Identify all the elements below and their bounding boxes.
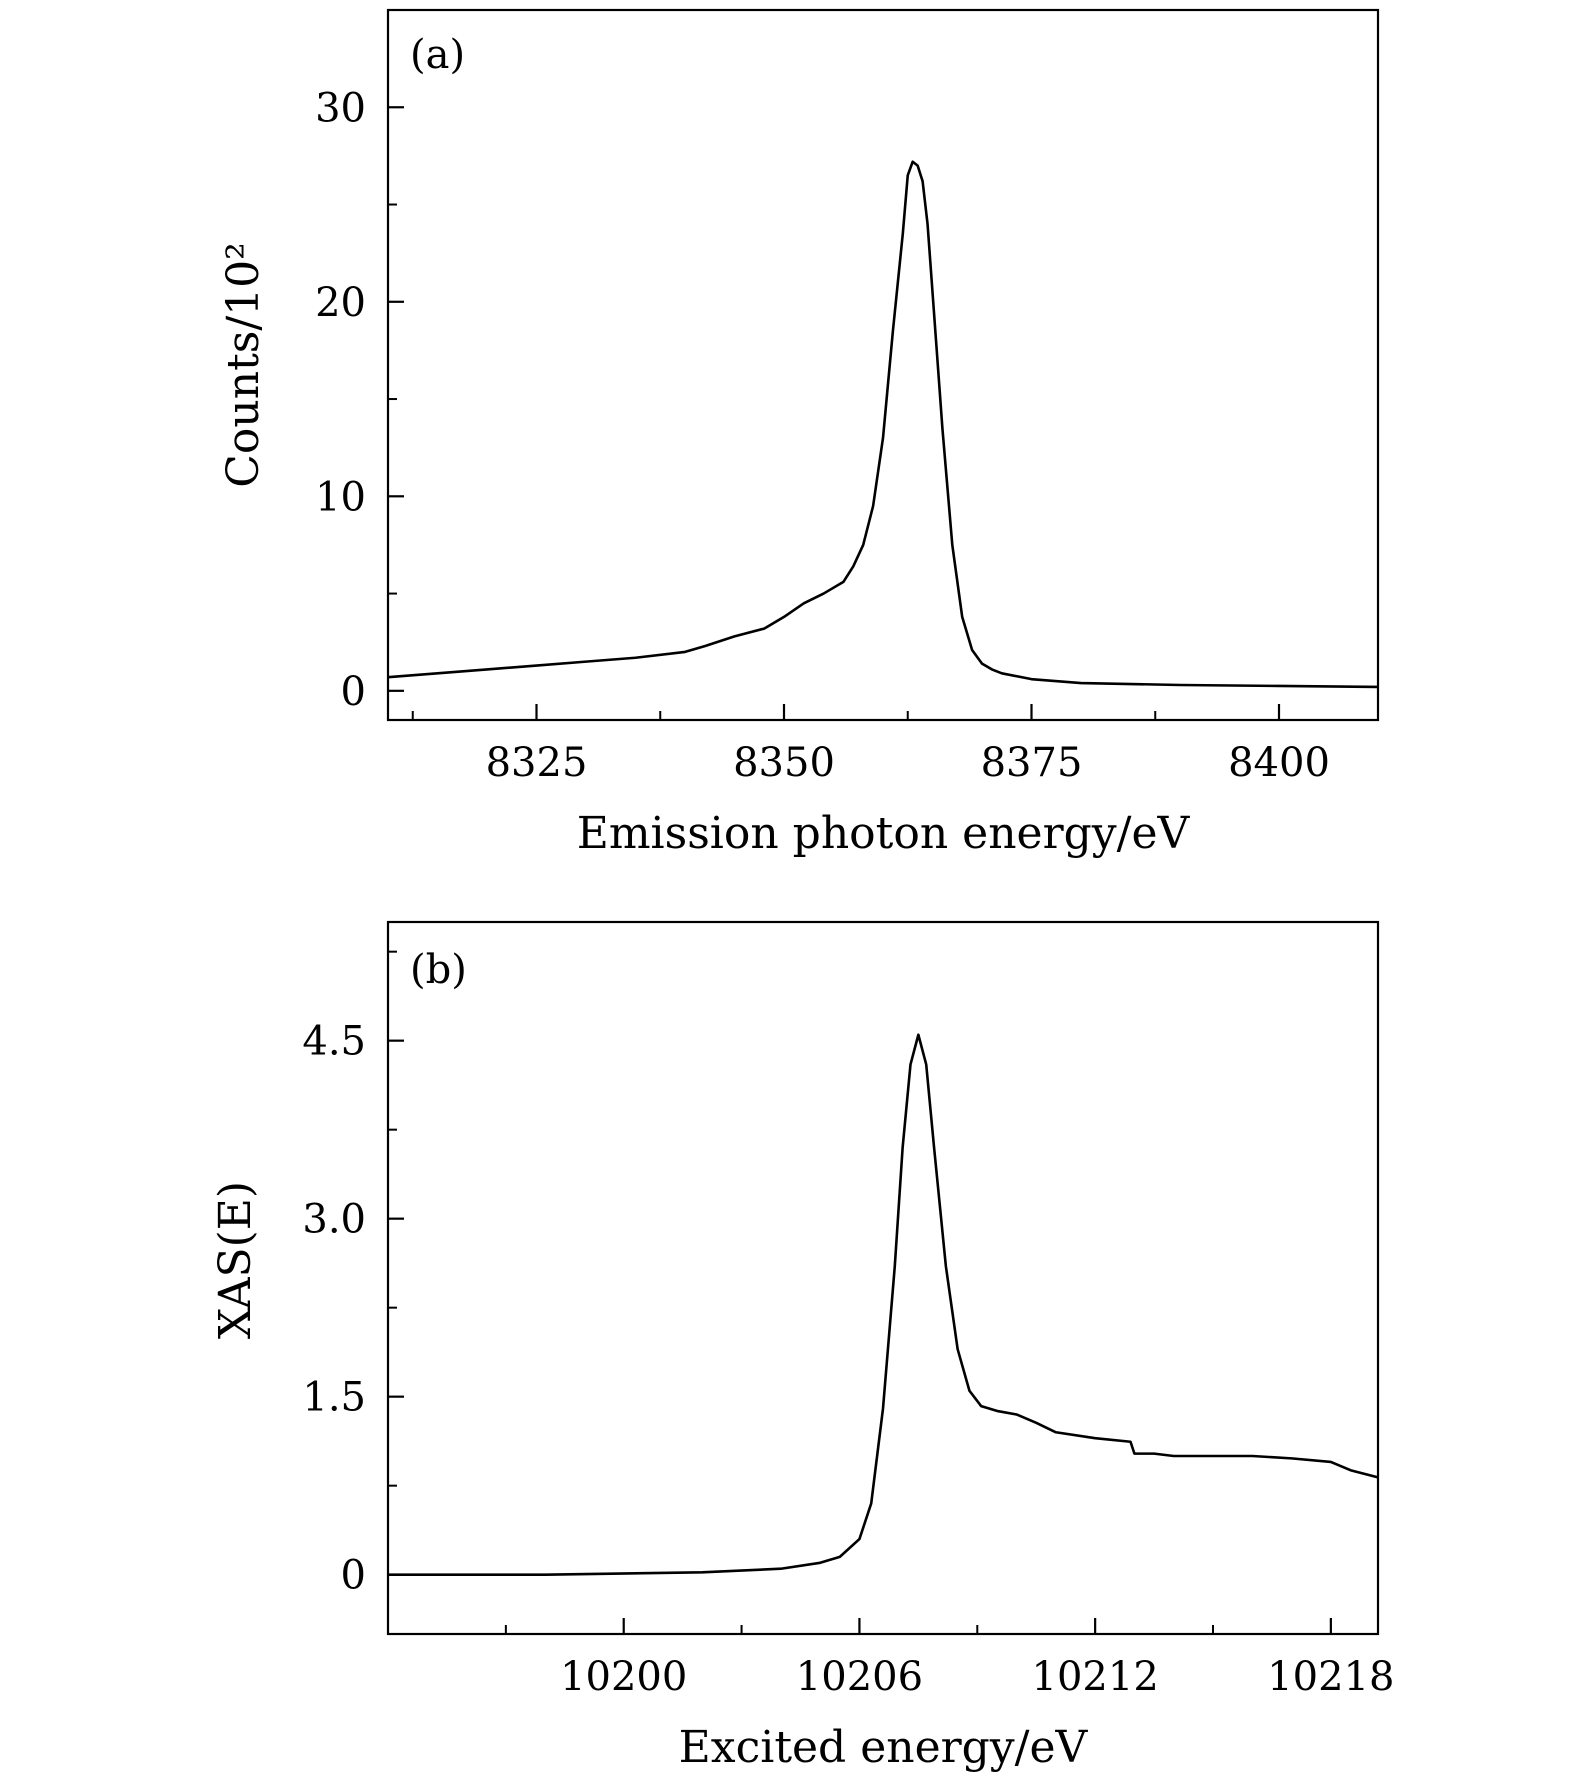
x-tick-label: 8375 <box>981 740 1083 786</box>
panel-b-ticks <box>387 950 1332 1634</box>
x-tick-label: 10200 <box>560 1654 687 1700</box>
y-tick-label: 0 <box>341 669 366 715</box>
y-tick-label: 3.0 <box>302 1197 366 1243</box>
x-tick-label: 10206 <box>796 1654 923 1700</box>
panel-a-series-line <box>387 160 1379 689</box>
panel-a-y-axis-title: Counts/10² <box>218 242 269 488</box>
y-tick-label: 0 <box>341 1553 366 1599</box>
panel-b-x-axis-title: Excited energy/eV <box>679 1722 1089 1772</box>
panel-a-chart: (a) 8325 8350 8375 8400 0 10 20 30 Emission pho… <box>218 8 1380 859</box>
panel-a-tick-labels: 8325 8350 8375 8400 0 10 20 30 <box>315 85 1330 786</box>
x-tick-label: 8325 <box>486 740 588 786</box>
panel-b-tick-labels: 10200 10206 10212 10218 0 1.5 3.0 4.5 <box>302 1019 1394 1700</box>
panel-a-frame <box>386 8 1380 722</box>
y-tick-label: 1.5 <box>302 1375 366 1421</box>
panel-a-label: (a) <box>410 32 465 78</box>
panel-b-chart: (b) 10200 10206 10212 10218 0 1.5 3.0 4.5 Excit… <box>210 920 1394 1772</box>
x-tick-label: 8350 <box>733 740 835 786</box>
panel-b-frame <box>386 920 1380 1636</box>
panel-b-y-axis-title: XAS(E) <box>210 1181 261 1339</box>
y-tick-label: 4.5 <box>302 1019 366 1065</box>
panel-b-label: (b) <box>410 947 467 993</box>
x-tick-label: 8400 <box>1228 740 1330 786</box>
x-tick-label: 10218 <box>1267 1654 1394 1700</box>
panel-b-series-line <box>388 1033 1379 1576</box>
panel-a-ticks <box>388 9 1281 720</box>
y-tick-label: 20 <box>315 280 366 326</box>
y-tick-label: 30 <box>315 85 366 131</box>
y-tick-label: 10 <box>315 474 366 520</box>
panel-a-x-axis-title: Emission photon energy/eV <box>577 808 1191 859</box>
x-tick-label: 10212 <box>1032 1654 1159 1700</box>
